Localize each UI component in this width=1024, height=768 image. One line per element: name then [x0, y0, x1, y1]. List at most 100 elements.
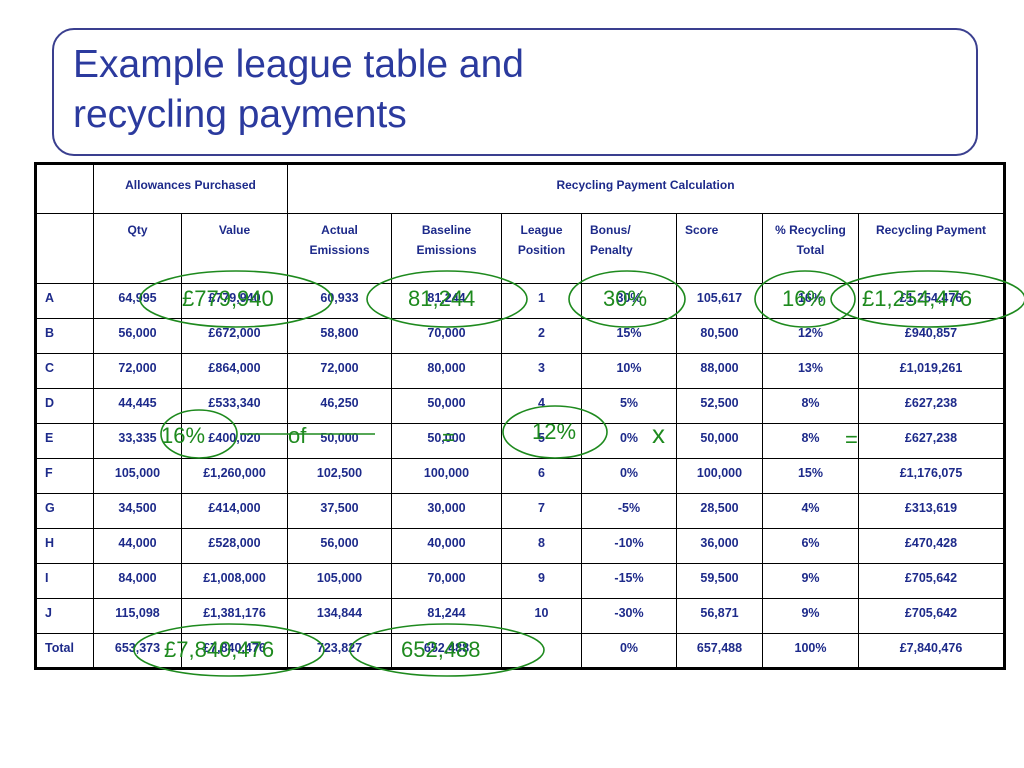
- cell-payment: £313,619: [858, 493, 1005, 529]
- cell-qty: 64,995: [93, 283, 182, 319]
- cell-actual: 56,000: [287, 528, 392, 564]
- cell-pct: 13%: [762, 353, 859, 389]
- cell-actual: 105,000: [287, 563, 392, 599]
- cell-bonus: 15%: [581, 318, 677, 354]
- row-label: H: [35, 528, 94, 564]
- cell-payment: £1,176,075: [858, 458, 1005, 494]
- cell-actual: 102,500: [287, 458, 392, 494]
- cell-score: 88,000: [676, 353, 763, 389]
- row-label: F: [35, 458, 94, 494]
- cell-baseline: 80,000: [391, 353, 502, 389]
- cell-baseline: 50,000: [391, 388, 502, 424]
- row-label: J: [35, 598, 94, 634]
- cell-baseline: 81,244: [391, 598, 502, 634]
- table-row: B 56,000 £672,000 58,800 70,000 2 15% 80,500 12%…: [35, 318, 1005, 354]
- cell-score: 36,000: [676, 528, 763, 564]
- recycling-calc-header: Recycling Payment Calculation: [287, 163, 1005, 214]
- cell-payment: £7,840,476: [858, 633, 1005, 669]
- annotation-times: x: [652, 419, 665, 449]
- group-header-row: Allowances Purchased Recycling Payment C…: [35, 163, 1005, 214]
- cell-score: 56,871: [676, 598, 763, 634]
- row-label: D: [35, 388, 94, 424]
- cell-pct: 12%: [762, 318, 859, 354]
- table-row: F 105,000 £1,260,000 102,500 100,000 6 0% 100,0…: [35, 458, 1005, 494]
- cell-league: 6: [501, 458, 582, 494]
- cell-bonus: -30%: [581, 598, 677, 634]
- row-label: E: [35, 423, 94, 459]
- col-header-value: Value: [181, 213, 288, 284]
- cell-score: 105,617: [676, 283, 763, 319]
- cell-bonus: -5%: [581, 493, 677, 529]
- cell-league: 7: [501, 493, 582, 529]
- cell-league: 10: [501, 598, 582, 634]
- allowances-header: Allowances Purchased: [93, 163, 288, 214]
- cell-league: 3: [501, 353, 582, 389]
- cell-actual: 37,500: [287, 493, 392, 529]
- cell-pct: 8%: [762, 388, 859, 424]
- annotation-total-baseline: 652,488: [401, 637, 481, 662]
- cell-actual: 134,844: [287, 598, 392, 634]
- table-row: C 72,000 £864,000 72,000 80,000 3 10% 88,000 13%…: [35, 353, 1005, 389]
- cell-pct: 6%: [762, 528, 859, 564]
- col-header-pct: % Recycling Total: [762, 213, 859, 284]
- cell-payment: £1,019,261: [858, 353, 1005, 389]
- cell-value: £1,008,000: [181, 563, 288, 599]
- cell-score: 80,500: [676, 318, 763, 354]
- row-label: A: [35, 283, 94, 319]
- annotation-a-payment: £1,254,476: [862, 286, 973, 311]
- annotation-e-pct: 16%: [161, 423, 206, 448]
- row-label: I: [35, 563, 94, 599]
- blank-corner-cell: [35, 163, 94, 214]
- annotation-a-baseline: 81,244: [408, 286, 476, 311]
- cell-bonus: -15%: [581, 563, 677, 599]
- annotation-e-of: of: [288, 423, 307, 448]
- column-header-row: Qty Value Actual Emissions Baseline Emis…: [35, 213, 1005, 284]
- cell-value: £528,000: [181, 528, 288, 564]
- cell-actual: 60,933: [287, 283, 392, 319]
- cell-league: 1: [501, 283, 582, 319]
- cell-qty: 72,000: [93, 353, 182, 389]
- cell-score: 28,500: [676, 493, 763, 529]
- col-header-qty: Qty: [93, 213, 182, 284]
- cell-baseline: 40,000: [391, 528, 502, 564]
- cell-score: 59,500: [676, 563, 763, 599]
- col-header-baseline: Baseline Emissions: [391, 213, 502, 284]
- annotation-equals-2: =: [845, 427, 858, 452]
- table-row: H 44,000 £528,000 56,000 40,000 8 -10% 36,000 6%…: [35, 528, 1005, 564]
- cell-payment: £627,238: [858, 423, 1005, 459]
- cell-payment: £940,857: [858, 318, 1005, 354]
- table-row: A 64,995 £779,940 60,933 81,244 1 30% 105,617 16…: [35, 283, 1005, 319]
- cell-score: 100,000: [676, 458, 763, 494]
- table-row: J 115,098 £1,381,176 134,844 81,244 10 -30% 56,…: [35, 598, 1005, 634]
- cell-actual: 723,827: [287, 633, 392, 669]
- cell-pct: 100%: [762, 633, 859, 669]
- league-table: Allowances Purchased Recycling Payment C…: [34, 162, 1006, 670]
- cell-pct: 4%: [762, 493, 859, 529]
- cell-score: 52,500: [676, 388, 763, 424]
- col-header-bonus: Bonus/ Penalty: [581, 213, 677, 284]
- cell-value: £1,260,000: [181, 458, 288, 494]
- annotation-equals-1: =: [442, 425, 455, 450]
- cell-qty: 44,000: [93, 528, 182, 564]
- cell-qty: 115,098: [93, 598, 182, 634]
- cell-league: 8: [501, 528, 582, 564]
- table-row: G 34,500 £414,000 37,500 30,000 7 -5% 28,500 4% £…: [35, 493, 1005, 529]
- cell-actual: 46,250: [287, 388, 392, 424]
- cell-value: £414,000: [181, 493, 288, 529]
- row-label: C: [35, 353, 94, 389]
- cell-payment: £627,238: [858, 388, 1005, 424]
- cell-baseline: 70,000: [391, 318, 502, 354]
- annotation-e-bonus: 12%: [532, 419, 577, 444]
- table-row: D 44,445 £533,340 46,250 50,000 4 5% 52,500 8% £6…: [35, 388, 1005, 424]
- cell-league: 2: [501, 318, 582, 354]
- cell-pct: 15%: [762, 458, 859, 494]
- annotation-a-pct: 16%: [782, 286, 827, 311]
- cell-value: £533,340: [181, 388, 288, 424]
- page-title: Example league table and recycling payme…: [73, 40, 524, 140]
- cell-baseline: 100,000: [391, 458, 502, 494]
- cell-bonus: 0%: [581, 633, 677, 669]
- cell-score: 50,000: [676, 423, 763, 459]
- cell-payment: £705,642: [858, 598, 1005, 634]
- cell-bonus: 0%: [581, 458, 677, 494]
- cell-value: £1,381,176: [181, 598, 288, 634]
